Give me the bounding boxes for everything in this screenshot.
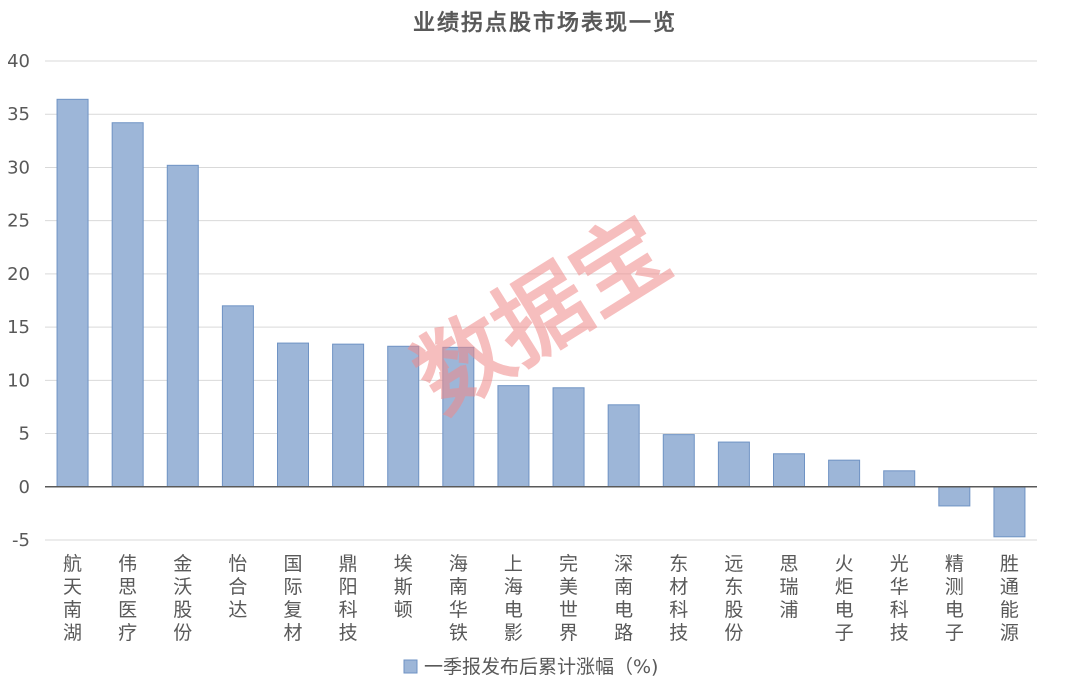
x-tick-label: 伟思医疗: [118, 553, 137, 644]
y-tick-label: 25: [7, 211, 30, 232]
bar: [662, 434, 695, 488]
bar: [442, 346, 475, 488]
legend-label: 一季报发布后累计涨幅（%): [424, 656, 658, 678]
legend-swatch: [403, 659, 418, 674]
x-tick-label: 光华科技: [890, 553, 909, 644]
y-tick-label: 30: [7, 157, 30, 178]
bar: [993, 486, 1026, 538]
x-tick-label: 深南电路: [614, 553, 633, 644]
bar: [277, 342, 309, 488]
y-tick-label: 20: [7, 264, 30, 285]
y-tick-label: 10: [7, 370, 30, 391]
x-tick-label: 海南华铁: [449, 553, 468, 644]
bar: [883, 470, 916, 488]
y-tick-label: 0: [19, 477, 30, 498]
x-tick-label: 上海电影: [504, 553, 523, 644]
bar: [717, 441, 750, 488]
bar: [607, 404, 640, 488]
x-tick-label: 思瑞浦: [779, 553, 798, 621]
bar: [166, 164, 199, 488]
x-tick-label: 怡合达: [228, 553, 247, 621]
x-tick-label: 金沃股份: [173, 553, 192, 644]
bar: [773, 453, 805, 488]
x-tick-label: 航天南湖: [63, 553, 82, 644]
x-tick-label: 火炬电子: [835, 553, 854, 644]
bar: [387, 345, 420, 488]
x-tick-label: 完美世界: [559, 553, 578, 644]
legend: 一季报发布后累计涨幅（%): [403, 656, 658, 678]
x-tick-label: 国际复材: [283, 553, 302, 644]
x-tick-label: 鼎阳科技: [339, 553, 358, 644]
x-tick-label: 东材科技: [669, 553, 688, 644]
chart-title: 业绩拐点股市场表现一览: [413, 10, 677, 36]
watermark: 数据宝: [396, 196, 687, 433]
bar: [497, 385, 530, 488]
y-tick-label: -5: [12, 530, 30, 551]
x-tick-label: 精测电子: [945, 553, 964, 644]
x-tick-label: 胜通能源: [1000, 553, 1019, 644]
bar: [828, 459, 861, 488]
bar: [221, 305, 254, 488]
y-tick-label: 40: [7, 51, 30, 72]
x-tick-label: 远东股份: [724, 553, 743, 644]
y-tick-label: 15: [7, 317, 30, 338]
bar: [552, 387, 585, 488]
grid-lines: [45, 60, 1037, 541]
x-tick-label: 埃斯顿: [394, 553, 413, 621]
bar: [111, 122, 144, 488]
bar: [56, 98, 89, 488]
y-axis-ticks: 40 35 30 25 20 15 10 5 0 -5: [7, 51, 30, 551]
y-tick-label: 35: [7, 104, 30, 125]
bars: [56, 98, 1026, 538]
y-tick-label: 5: [19, 424, 30, 445]
x-axis-ticks: 航天南湖 伟思医疗 金沃股份 怡合达 国际复材 鼎阳科技 埃斯顿 海南华铁 上海电影 完美世界 深南…: [63, 553, 1019, 644]
bar: [332, 343, 365, 488]
bar: [938, 486, 971, 507]
